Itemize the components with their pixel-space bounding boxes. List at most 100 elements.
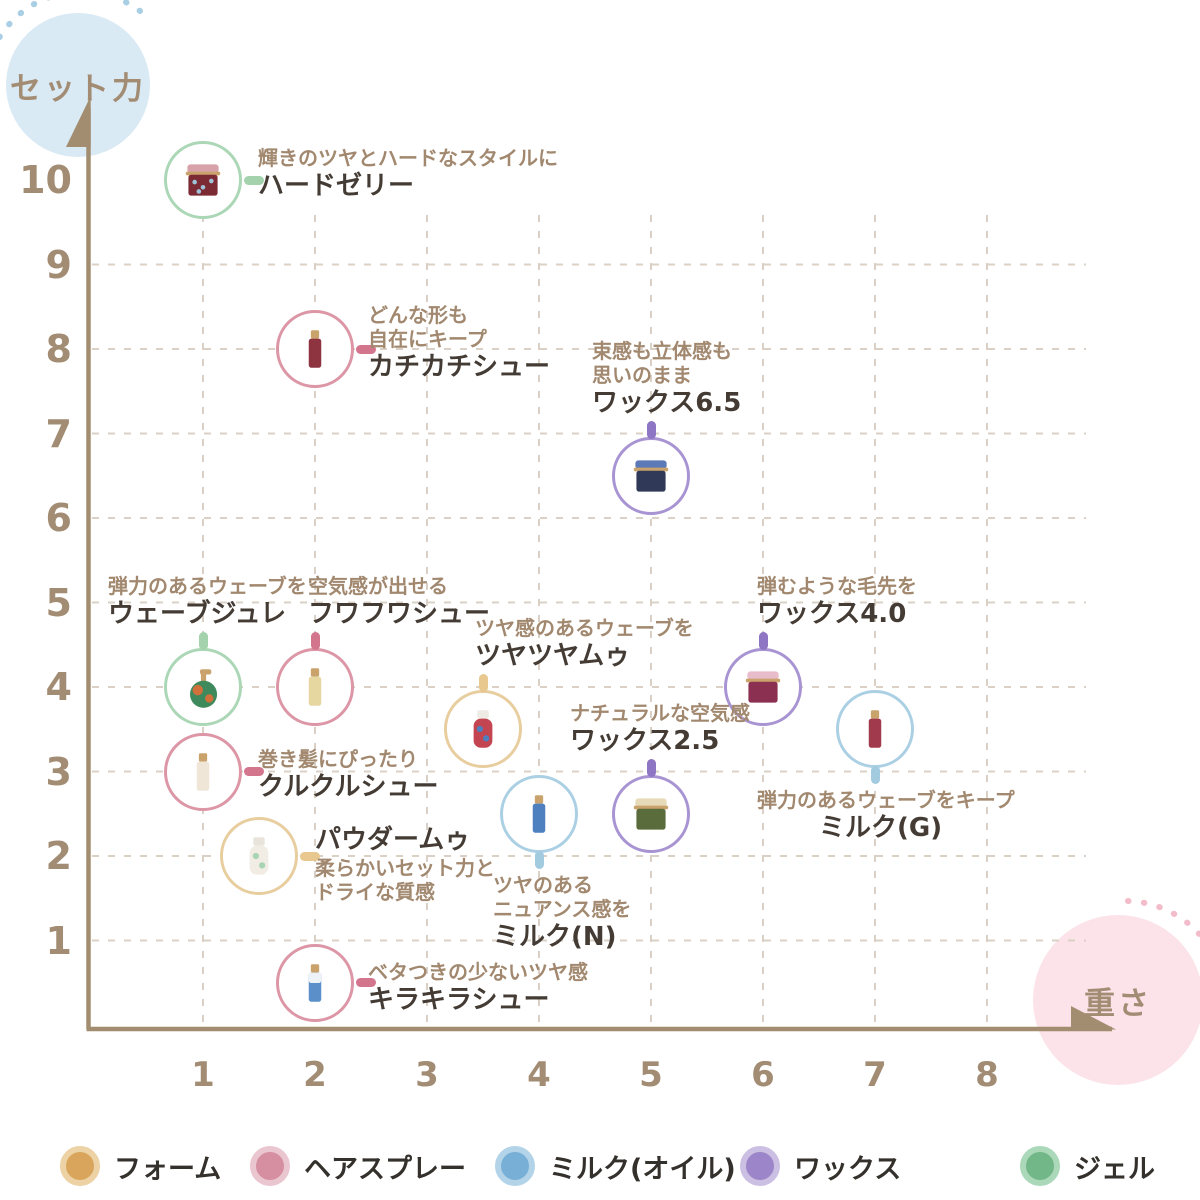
product-marker-wave-jure[interactable]: [164, 648, 242, 726]
x-axis-tick-label: 4: [527, 1055, 551, 1095]
label-connector: [870, 766, 880, 785]
product-photo-bottle-icon: [473, 710, 493, 748]
product-description: 柔らかいセット力と: [315, 856, 495, 880]
product-photo-can-icon: [308, 330, 322, 368]
y-axis-tick-label: 6: [45, 496, 72, 540]
product-description: 自在にキープ: [368, 327, 487, 351]
product-marker-fuwafuwa-shu[interactable]: [276, 648, 354, 726]
dotted-arc-bottom-right: [1125, 898, 1200, 940]
legend-label: ワックス: [794, 1153, 902, 1185]
y-axis-arrow-icon: [66, 96, 91, 147]
product-marker-tsuyatsuya-mu[interactable]: [444, 690, 522, 769]
y-axis-tick-label: 1: [45, 918, 72, 963]
label-connector: [356, 978, 376, 988]
y-axis-tick-label: 3: [45, 749, 72, 794]
product-marker-wax-6-5[interactable]: [612, 436, 690, 515]
legend-label: ジェル: [1074, 1153, 1155, 1185]
product-description: ナチュラルな空気感: [570, 701, 750, 725]
product-label-kachikachi-shu: どんな形も 自在にキープ カチカチシュー: [368, 303, 550, 383]
y-axis-tick-label: 2: [45, 834, 72, 878]
product-marker-wax-2-5[interactable]: [612, 774, 690, 853]
product-name: ワックス4.0: [757, 599, 907, 629]
product-marker-kachikachi-shu[interactable]: [276, 310, 354, 388]
y-axis-tick-label: 5: [45, 580, 72, 625]
label-connector: [300, 851, 320, 861]
dotted-arc-top-left: [0, 0, 143, 43]
legend-item-wax: ワックス: [740, 1146, 901, 1186]
product-description: ニュアンス感を: [493, 897, 632, 921]
product-photo-jar-icon: [185, 164, 221, 196]
product-marker-kirakira-shu[interactable]: [276, 943, 354, 1022]
legend-item-milk: ミルク(オイル): [495, 1146, 736, 1186]
label-connector: [646, 758, 656, 777]
product-marker-milk-g[interactable]: [836, 690, 914, 769]
product-description: ツヤ感のあるウェーブを: [475, 616, 694, 640]
x-axis-tick-label: 6: [751, 1055, 775, 1095]
legend-dot-icon: [1020, 1146, 1060, 1186]
legend-dot-icon: [495, 1146, 535, 1186]
y-axis-tick-label: 9: [45, 242, 72, 287]
product-marker-wax-4-0[interactable]: [724, 648, 802, 726]
x-axis-title-bubble: 重さ: [1033, 915, 1200, 1085]
product-description: 弾力のあるウェーブを: [108, 574, 307, 598]
product-label-fuwafuwa-shu: 空気感が出せる フワフワシュー: [308, 574, 490, 630]
legend-dot-icon: [250, 1146, 290, 1186]
product-label-wave-jure: 弾力のあるウェーブを ウェーブジュレ: [108, 574, 307, 630]
x-axis-tick-label: 3: [415, 1055, 439, 1095]
legend-dot-icon: [740, 1146, 780, 1186]
product-label-kirakira-shu: ベタつきの少ないツヤ感 キラキラシュー: [368, 960, 588, 1016]
product-label-wax-4-0: 弾むような毛先を ワックス4.0: [757, 574, 917, 630]
label-connector: [244, 767, 264, 776]
y-axis-title: セット力: [10, 70, 146, 107]
x-axis-title: 重さ: [1084, 985, 1152, 1022]
product-photo-jar-icon: [745, 671, 781, 703]
product-description: 弾力のあるウェーブをキープ: [757, 788, 1015, 812]
legend-dot-icon: [60, 1146, 100, 1186]
legend-label: フォーム: [114, 1153, 222, 1185]
label-connector: [478, 674, 488, 693]
product-name: クルクルシュー: [258, 772, 439, 802]
legend-label: ミルク(オイル): [549, 1153, 736, 1185]
axes: [66, 96, 1116, 1032]
product-photo-pump-icon: [189, 669, 218, 708]
label-connector: [758, 632, 768, 650]
product-name: ワックス2.5: [570, 726, 720, 756]
legend-item-gel: ジェル: [1020, 1146, 1155, 1186]
product-photo-bottle-icon: [249, 837, 269, 875]
product-description: 思いのまま: [592, 363, 692, 387]
product-description: 巻き髪にぴったり: [258, 747, 418, 771]
x-axis-tick-label: 2: [303, 1055, 327, 1095]
product-name: フワフワシュー: [308, 599, 491, 629]
legend-label: ヘアスプレー: [304, 1153, 466, 1185]
product-label-hard-jelly: 輝きのツヤとハードなスタイルに ハードゼリー: [258, 146, 558, 202]
product-description: ツヤのある: [493, 873, 593, 897]
product-label-milk-g: 弾力のあるウェーブをキープ ミルク(G): [757, 788, 1015, 844]
y-axis-tick-label: 10: [19, 158, 72, 202]
product-marker-hard-jelly[interactable]: [164, 141, 242, 219]
y-axis-tick-label: 7: [45, 411, 72, 456]
product-name: ミルク(G): [819, 813, 943, 843]
x-axis-arrow-icon: [1071, 1006, 1116, 1030]
product-photo-can-icon: [308, 964, 322, 1002]
product-label-wax-2-5: ナチュラルな空気感 ワックス2.5: [570, 701, 750, 757]
y-axis-tick-label: 4: [45, 665, 72, 709]
product-photo-can-icon: [196, 752, 210, 791]
product-label-wax-6-5: 束感も立体感も 思いのまま ワックス6.5: [592, 339, 741, 419]
product-description: 輝きのツヤとハードなスタイルに: [258, 146, 558, 170]
product-name: キラキラシュー: [368, 985, 550, 1015]
y-axis-tick-label: 8: [45, 327, 72, 371]
product-label-powder-mu: パウダームゥ 柔らかいセット力と ドライな質感: [315, 824, 495, 904]
product-marker-milk-n[interactable]: [500, 774, 578, 853]
product-description: ベタつきの少ないツヤ感: [368, 960, 588, 984]
product-photo-jar-icon: [633, 798, 669, 830]
product-name: ミルク(N): [493, 922, 617, 952]
product-marker-powder-mu[interactable]: [220, 817, 298, 895]
label-connector: [244, 175, 264, 185]
label-connector: [534, 850, 544, 869]
product-name: ハードゼリー: [258, 171, 415, 201]
product-marker-kurukuru-shu[interactable]: [164, 732, 242, 811]
product-name: ワックス6.5: [592, 388, 742, 418]
product-label-tsuyatsuya-mu: ツヤ感のあるウェーブを ツヤツヤムゥ: [475, 616, 694, 672]
